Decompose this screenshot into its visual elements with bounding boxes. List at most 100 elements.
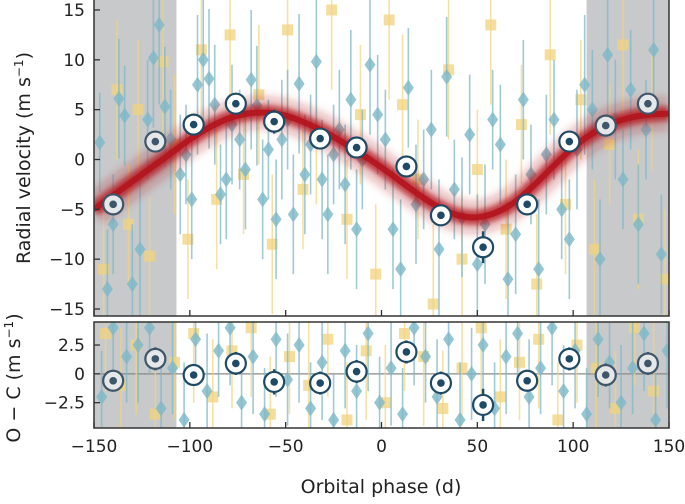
residual-point-a	[155, 400, 167, 417]
rv-point-b	[111, 84, 123, 96]
rv-point-a	[339, 176, 351, 193]
rv-point-a	[556, 201, 568, 218]
rv-point-b	[297, 183, 309, 195]
rv-point-b	[471, 163, 483, 175]
binned-residual-point-dot	[479, 401, 487, 409]
residual-point-a	[581, 406, 593, 423]
rv-point-a	[159, 98, 171, 115]
residual-point-b	[379, 397, 391, 409]
x-tick-label: −150	[71, 437, 118, 457]
rv-point-a	[510, 226, 522, 243]
residual-point-a	[443, 331, 455, 348]
binned-residual-point-dot	[565, 355, 574, 363]
y-tick-label: −2.5	[44, 394, 85, 414]
rv-point-b	[531, 278, 543, 290]
rv-y-axis-title: Radial velocity (m s−1)	[12, 52, 35, 264]
rv-point-a	[563, 231, 575, 248]
rv-panel: −15 −10 −5 0 5 10 15 Radial velocity (m s−1)	[12, 0, 670, 320]
rv-point-b	[132, 104, 144, 116]
rv-point-b	[560, 198, 571, 210]
residual-point-a	[546, 322, 558, 336]
residual-point-a	[362, 325, 374, 342]
residual-point-b	[456, 362, 468, 374]
rv-point-a	[345, 91, 357, 108]
rv-point-b	[266, 238, 278, 250]
binned-residual-point-dot	[523, 376, 531, 385]
residual-point-a	[316, 354, 328, 371]
rv-point-b	[224, 29, 236, 41]
rv-point-a	[441, 68, 453, 85]
rv-point-a	[594, 251, 606, 268]
rv-point-a	[632, 216, 644, 233]
residual-point-a	[351, 383, 363, 400]
rv-point-a	[270, 211, 282, 228]
rv-point-a	[487, 111, 499, 128]
rv-point-a	[287, 206, 299, 223]
residual-point-b	[552, 414, 564, 426]
rv-point-b	[617, 39, 629, 51]
rv-point-a	[502, 271, 514, 288]
rv-point-a	[153, 16, 165, 33]
residual-point-a	[224, 322, 236, 336]
residual-point-a	[523, 388, 535, 405]
rv-point-b	[195, 44, 207, 56]
rv-point-b	[282, 24, 294, 36]
binned-residual-point-dot	[644, 359, 652, 368]
x-tick-label: 100	[557, 437, 589, 457]
residual-point-b	[226, 345, 238, 357]
residual-point-a	[132, 337, 144, 354]
residual-point-b	[149, 408, 161, 420]
rv-point-a	[220, 171, 232, 188]
residual-point-b	[399, 328, 410, 340]
residual-point-b	[475, 322, 487, 334]
binned-point-dot	[270, 117, 278, 126]
binned-point-dot	[352, 143, 361, 152]
rv-point-a	[579, 76, 591, 93]
binned-point-dot	[523, 200, 531, 209]
rv-y-axis: −15 −10 −5 0 5 10 15	[49, 1, 100, 320]
binned-point-dot	[601, 121, 610, 130]
residual-point-b	[207, 391, 219, 403]
rv-point-a	[276, 131, 288, 148]
rv-point-a	[192, 76, 203, 93]
rv-point-b	[427, 298, 439, 310]
rv-point-b	[123, 218, 134, 230]
rv-point-b	[341, 213, 353, 225]
residual-point-a	[247, 348, 259, 365]
binned-residual-point-dot	[189, 371, 198, 379]
residual-point-b	[245, 322, 257, 334]
rv-point-a	[517, 91, 529, 108]
residual-point-a	[558, 383, 570, 400]
y-tick-label: 10	[63, 51, 85, 71]
x-tick-label: 50	[467, 437, 489, 457]
residual-point-a	[178, 411, 190, 428]
residual-point-a	[374, 394, 386, 411]
residual-point-a	[305, 400, 317, 417]
rv-point-a	[142, 111, 154, 128]
x-tick-label: 150	[653, 437, 685, 457]
residual-point-a	[592, 331, 604, 348]
rv-point-b	[370, 268, 382, 280]
rv-point-a	[215, 186, 226, 203]
rv-point-a	[239, 161, 251, 178]
binned-point-dot	[232, 99, 240, 108]
y-tick-label: 0	[74, 365, 85, 385]
residual-point-a	[638, 325, 650, 342]
binned-point-dot	[565, 137, 574, 146]
y-tick-label: 5	[74, 101, 85, 121]
rv-point-b	[354, 109, 366, 121]
residual-point-a	[512, 325, 524, 342]
rv-point-a	[113, 90, 125, 107]
residual-point-b	[514, 356, 525, 368]
x-axis: −150 −100 −50 0 50 100 150	[71, 422, 685, 457]
residual-point-a	[650, 411, 662, 428]
binned-point-dot	[151, 137, 160, 146]
y-tick-label: −10	[49, 250, 85, 270]
residual-point-b	[341, 414, 353, 426]
residual-point-a	[270, 331, 282, 348]
y-tick-label: 2.5	[58, 336, 85, 356]
residual-point-a	[535, 360, 547, 377]
rv-point-b	[397, 99, 409, 111]
rv-point-a	[625, 81, 637, 98]
residual-point-b	[284, 351, 295, 363]
